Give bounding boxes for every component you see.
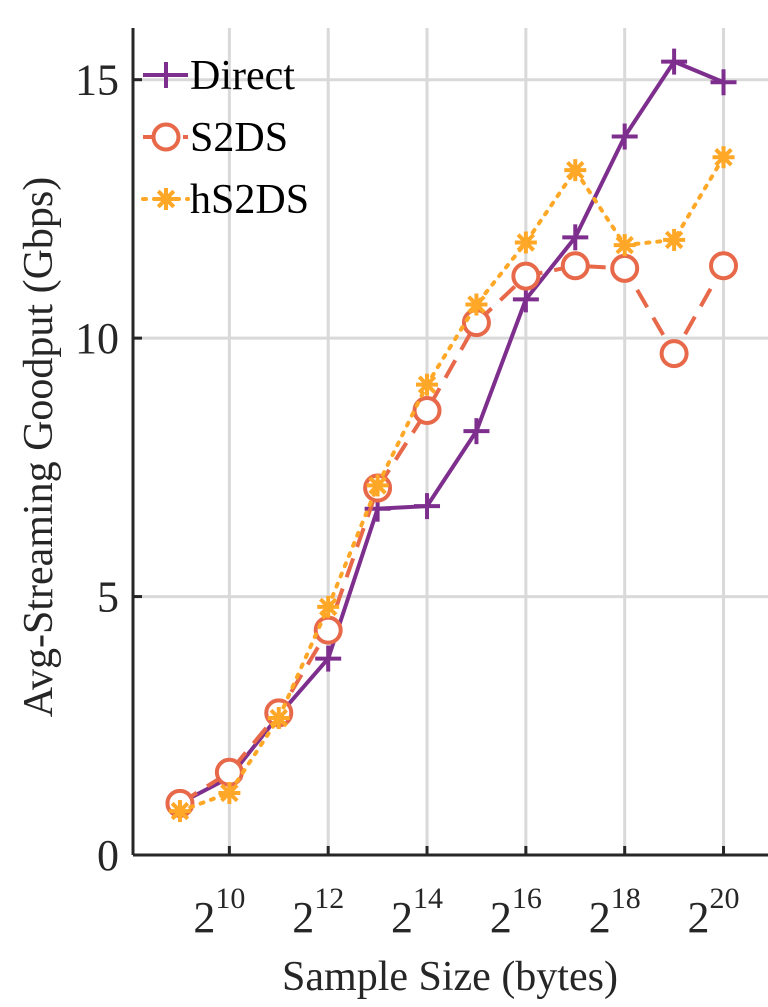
plus-marker — [512, 286, 539, 313]
legend-label: Direct — [190, 53, 295, 99]
series-hs2ds — [168, 146, 735, 823]
tick-labels: 0 5 10 15 210 212 214 216 218 220 — [75, 56, 740, 942]
plus-marker — [661, 48, 688, 75]
marker-stroke — [664, 230, 684, 250]
circle-marker — [412, 395, 442, 425]
asterisk-marker — [663, 228, 686, 251]
legend-item-hs2ds: hS2DS — [141, 177, 309, 223]
marker-stroke — [417, 375, 437, 394]
axes — [131, 28, 768, 857]
circle-marker — [511, 261, 541, 291]
x-tick-label: 218 — [589, 882, 641, 942]
circle-marker — [610, 253, 640, 283]
y-axis-title: Avg-Streaming Goodput (Gbps) — [16, 177, 62, 717]
y-tick-label: 10 — [75, 314, 119, 363]
asterisk-marker — [317, 595, 340, 618]
asterisk-marker — [465, 293, 488, 316]
legend: Direct S2DS hS2DS — [141, 53, 309, 223]
x-tick-label: 214 — [391, 882, 443, 942]
circle-marker — [709, 251, 739, 281]
marker-stroke — [269, 708, 288, 728]
plus-marker — [562, 224, 589, 251]
series-line — [178, 263, 726, 806]
legend-label: hS2DS — [190, 177, 309, 223]
plus-marker — [153, 62, 179, 88]
asterisk-marker — [514, 231, 537, 254]
asterisk-marker — [366, 474, 389, 497]
marker-stroke — [170, 801, 190, 821]
x-tick-label: 210 — [193, 882, 245, 942]
marker-stroke — [566, 160, 585, 180]
marker-stroke — [368, 476, 387, 495]
circle-marker — [151, 122, 181, 152]
legend-item-s2ds: S2DS — [143, 115, 288, 161]
x-tick-label: 220 — [688, 882, 740, 942]
legend-label: S2DS — [190, 115, 288, 161]
marker-stroke — [714, 148, 733, 167]
x-tick-label: 212 — [292, 882, 344, 942]
y-tick-label: 5 — [97, 573, 119, 622]
asterisk-marker — [564, 159, 587, 182]
marker-stroke — [615, 235, 634, 255]
asterisk-marker — [416, 373, 439, 396]
plus-marker — [463, 418, 490, 445]
asterisk-marker — [267, 707, 290, 730]
asterisk-marker — [613, 234, 636, 257]
plus-marker — [315, 645, 342, 672]
asterisk-marker — [712, 146, 735, 169]
x-tick-label: 216 — [490, 882, 542, 942]
plus-marker — [710, 69, 737, 96]
asterisk-marker — [218, 781, 241, 804]
legend-item-direct: Direct — [143, 53, 295, 99]
marker-stroke — [516, 233, 536, 252]
series-layer — [165, 48, 739, 823]
plus-marker — [611, 123, 638, 150]
series-line — [177, 155, 726, 814]
series-direct — [166, 48, 737, 817]
marker-stroke — [467, 295, 486, 314]
y-tick-label: 15 — [75, 56, 119, 105]
series-line — [179, 59, 725, 806]
marker-stroke — [319, 597, 338, 617]
marker-stroke — [220, 783, 239, 803]
x-axis-title: Sample Size (bytes) — [282, 954, 618, 1000]
marker-stroke — [156, 189, 176, 209]
circle-marker — [560, 251, 590, 281]
asterisk-marker — [155, 188, 177, 210]
circle-marker — [313, 615, 343, 645]
asterisk-marker — [168, 800, 191, 823]
circle-marker — [659, 339, 689, 369]
y-tick-label: 0 — [97, 831, 119, 880]
plus-marker — [414, 493, 441, 520]
